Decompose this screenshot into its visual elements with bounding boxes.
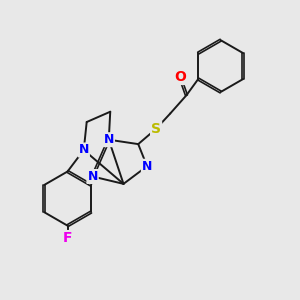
Text: N: N (142, 160, 152, 173)
Text: N: N (103, 133, 114, 146)
Text: O: O (174, 70, 186, 84)
Text: N: N (87, 170, 98, 183)
Text: N: N (79, 143, 89, 157)
Text: F: F (63, 231, 72, 245)
Text: S: S (151, 122, 161, 136)
